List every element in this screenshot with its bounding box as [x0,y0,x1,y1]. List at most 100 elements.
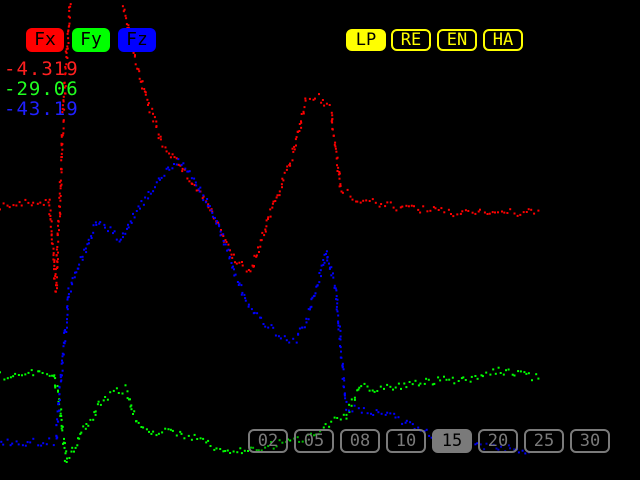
trace-point [531,379,533,382]
trace-point [334,147,337,150]
trace-point [2,202,5,205]
trace-point [335,150,338,153]
trace-point [217,221,220,224]
trace-point [486,213,489,215]
trace-point [69,16,71,19]
trace-point [368,389,371,392]
trace-point [494,372,497,375]
trace-point [355,200,358,203]
trace-point [142,426,145,429]
mode-re-button[interactable]: RE [391,29,431,51]
trace-point [300,120,302,123]
trace-point [467,210,470,212]
trace-point [256,312,259,315]
trace-point [257,246,259,249]
range-05-button[interactable]: 05 [294,429,334,453]
mode-lp-button[interactable]: LP [346,29,386,51]
trace-point [148,430,150,433]
trace-point [527,208,530,211]
trace-point [373,390,376,393]
trace-point [351,198,354,201]
trace-point [519,370,522,373]
trace-point [76,267,79,270]
trace-point [190,177,193,180]
trace-point [231,256,234,259]
trace-point [183,437,186,440]
trace-point [286,165,289,168]
trace-point [401,422,404,425]
trace-point [294,138,297,141]
trace-point [202,437,205,440]
trace-point [32,201,35,204]
channel-fz-button[interactable]: Fz [118,28,156,52]
trace-point [207,206,210,209]
channel-fx-button[interactable]: Fx [26,28,64,52]
mode-ha-button[interactable]: HA [483,29,523,51]
trace-point [182,162,185,165]
trace-point [289,162,291,165]
channel-fy-button[interactable]: Fy [72,28,110,52]
trace-point [275,445,278,448]
trace-point [341,362,344,365]
trace-point [155,120,158,123]
trace-point [296,130,299,133]
trace-point [307,308,310,311]
trace-point [209,209,212,212]
trace-point [181,170,184,173]
trace-point [507,368,510,371]
trace-point [302,112,305,115]
trace-point [291,159,294,162]
trace-point [57,258,59,261]
trace-point [281,186,283,189]
range-08-button[interactable]: 08 [340,429,380,453]
trace-point [38,370,41,373]
trace-point [226,249,229,252]
range-10-button[interactable]: 10 [386,429,426,453]
range-30-button[interactable]: 30 [570,429,610,453]
trace-point [47,201,50,204]
trace-point [319,269,322,272]
trace-point [489,373,492,376]
range-25-button[interactable]: 25 [524,429,564,453]
trace-point [142,203,145,206]
trace-point [206,198,209,200]
trace-point [214,216,216,219]
trace-point [409,421,412,424]
trace-point [278,194,281,197]
trace-point [497,211,499,214]
trace-point [57,400,60,403]
trace-point [340,350,342,353]
trace-point [360,385,363,388]
trace-point [422,205,425,208]
trace-point [54,273,57,276]
trace-point [17,374,20,376]
trace-point [180,432,183,435]
trace-point [322,426,325,429]
trace-point [64,452,67,455]
range-20-button[interactable]: 20 [478,429,518,453]
trace-point [132,212,134,215]
trace-point [272,200,275,203]
trace-point [58,402,60,405]
trace-point [48,437,51,440]
trace-point [208,205,211,208]
trace-point [213,448,216,451]
mode-en-button[interactable]: EN [437,29,477,51]
trace-point [0,208,1,211]
range-15-button[interactable]: 15 [432,429,472,453]
trace-point [509,447,511,450]
trace-point [356,389,359,392]
range-02-button[interactable]: 02 [248,429,288,453]
trace-point [148,111,151,114]
trace-point [97,400,100,403]
trace-point [285,339,288,342]
trace-point [427,378,430,381]
trace-point [341,364,344,367]
trace-point [270,441,273,443]
trace-point [340,190,343,193]
trace-point [54,386,57,389]
trace-point [513,374,516,377]
trace-point [50,238,53,241]
trace-point [112,232,114,235]
trace-point [491,211,494,214]
